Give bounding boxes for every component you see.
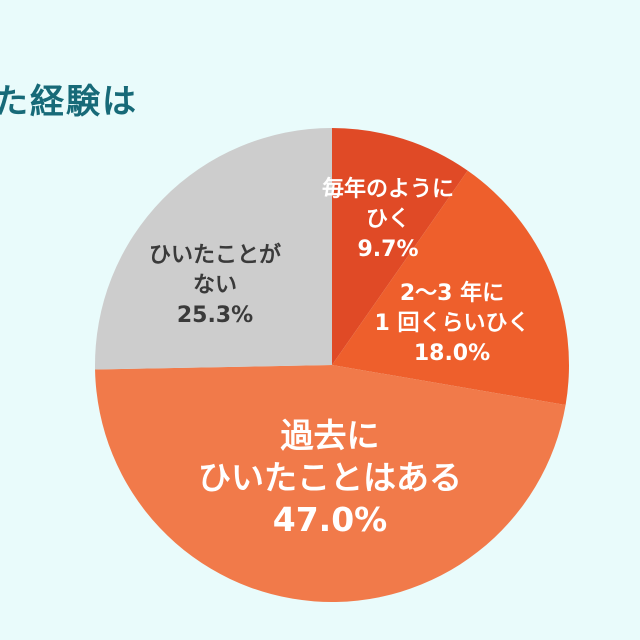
chart-title: た経験は [0, 82, 138, 122]
slice-category-label: 1 回くらいひく [375, 311, 530, 336]
pie-slice [94, 128, 332, 370]
slice-value-label: 18.0% [414, 341, 490, 366]
slice-category-label: 2〜3 年に [400, 280, 504, 306]
slice-value-label: 9.7% [357, 237, 418, 262]
pie-slice [95, 365, 566, 602]
slice-value-label: 25.3% [177, 303, 253, 328]
slice-category-label: ひいたことが [149, 242, 281, 268]
slice-category-label: ない [193, 273, 237, 298]
slice-category-label: 過去に [281, 416, 380, 455]
slice-category-label: ひく [366, 207, 410, 232]
pie-slice [332, 170, 569, 406]
slice-category-label: ひいたことはある [198, 458, 462, 497]
pie-slice [332, 128, 468, 365]
slice-value-label: 47.0% [273, 500, 388, 539]
slice-label-group: 2〜3 年に 1 回くらいひく 18.0% [375, 280, 530, 366]
slice-category-label: 毎年のように [322, 176, 454, 202]
